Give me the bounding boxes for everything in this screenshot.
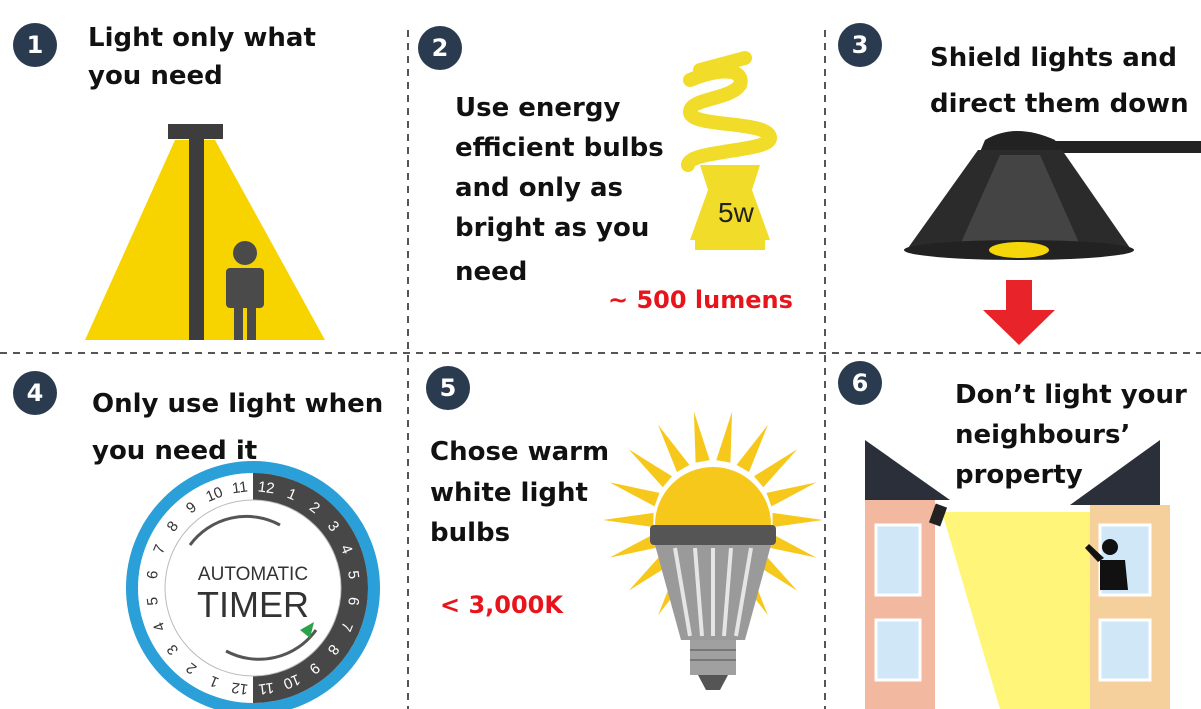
sun-ray <box>603 513 653 527</box>
step-title: Use energy <box>455 93 620 123</box>
sun-ray <box>610 482 660 506</box>
panel: 2 Use energy efficient bulbs and only as… <box>418 26 793 314</box>
lamp-pole <box>189 139 204 340</box>
sun-ray <box>773 513 823 527</box>
dial-number: 11 <box>231 478 249 497</box>
note: < 3,000K <box>440 591 564 619</box>
cfl-bulb-icon: 5w <box>688 58 770 250</box>
step-number: 5 <box>440 374 457 402</box>
sun-ray <box>629 449 672 487</box>
panel: 6 Don’t light your neighbours’ property <box>838 361 1187 709</box>
step-title: bulbs <box>430 518 510 548</box>
step-title: you need <box>88 61 223 91</box>
shielded-lamp-icon <box>904 131 1201 260</box>
step-title: Shield lights and <box>930 43 1177 73</box>
panel: 5 Chose warm white light bulbs < 3,000K <box>426 366 823 690</box>
panel: 4 Only use light when you need it AUTOMA… <box>13 371 383 709</box>
sun-ray <box>754 449 797 487</box>
note: ~ 500 lumens <box>608 286 793 314</box>
step-title: property <box>955 460 1083 490</box>
timer-label: TIMER <box>197 584 309 625</box>
step-title: you need it <box>92 436 257 466</box>
step-title: Chose warm <box>430 437 609 467</box>
step-title: neighbours’ <box>955 420 1130 450</box>
step-title: Light only what <box>88 23 316 53</box>
sun-ray <box>737 425 768 472</box>
step-title: and only as <box>455 173 623 203</box>
step-title: white light <box>430 478 588 508</box>
step-title: bright as you <box>455 213 649 243</box>
sun-ray <box>767 482 817 506</box>
dial-number: 11 <box>257 679 275 698</box>
light-beam <box>85 140 325 340</box>
panel: 3 Shield lights and direct them down <box>838 23 1201 345</box>
bulb-label: 5w <box>718 197 755 228</box>
panel: 1 Light only what you need <box>13 23 325 340</box>
step-title: direct them down <box>930 89 1189 119</box>
down-arrow <box>983 280 1055 345</box>
step-number: 6 <box>852 369 869 397</box>
step-title: Don’t light your <box>955 380 1187 410</box>
timer-label: AUTOMATIC <box>198 564 308 585</box>
dial-number: 12 <box>257 478 276 497</box>
sun-ray <box>716 412 732 463</box>
lamp-head <box>168 124 223 139</box>
step-title: need <box>455 257 527 287</box>
infographic: 1 Light only what you need 2 Use energy … <box>0 0 1201 709</box>
dial-number: 12 <box>230 679 249 698</box>
step-number: 1 <box>27 31 44 59</box>
step-number: 4 <box>27 379 44 407</box>
sun-ray <box>658 425 689 472</box>
sun-ray <box>694 412 710 463</box>
step-title: Only use light when <box>92 389 383 419</box>
step-number: 3 <box>852 31 869 59</box>
led-bulb-icon <box>603 412 823 690</box>
step-number: 2 <box>432 34 449 62</box>
step-title: efficient bulbs <box>455 133 664 163</box>
